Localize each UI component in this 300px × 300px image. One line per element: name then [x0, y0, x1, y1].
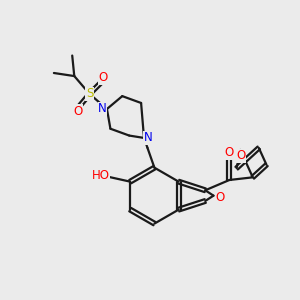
- Text: N: N: [98, 103, 107, 116]
- Text: N: N: [144, 131, 153, 144]
- Text: O: O: [215, 190, 225, 204]
- Text: O: O: [98, 71, 108, 84]
- Text: HO: HO: [92, 169, 110, 182]
- Text: O: O: [236, 149, 245, 162]
- Text: O: O: [73, 104, 83, 118]
- Text: O: O: [225, 146, 234, 159]
- Text: S: S: [86, 88, 93, 100]
